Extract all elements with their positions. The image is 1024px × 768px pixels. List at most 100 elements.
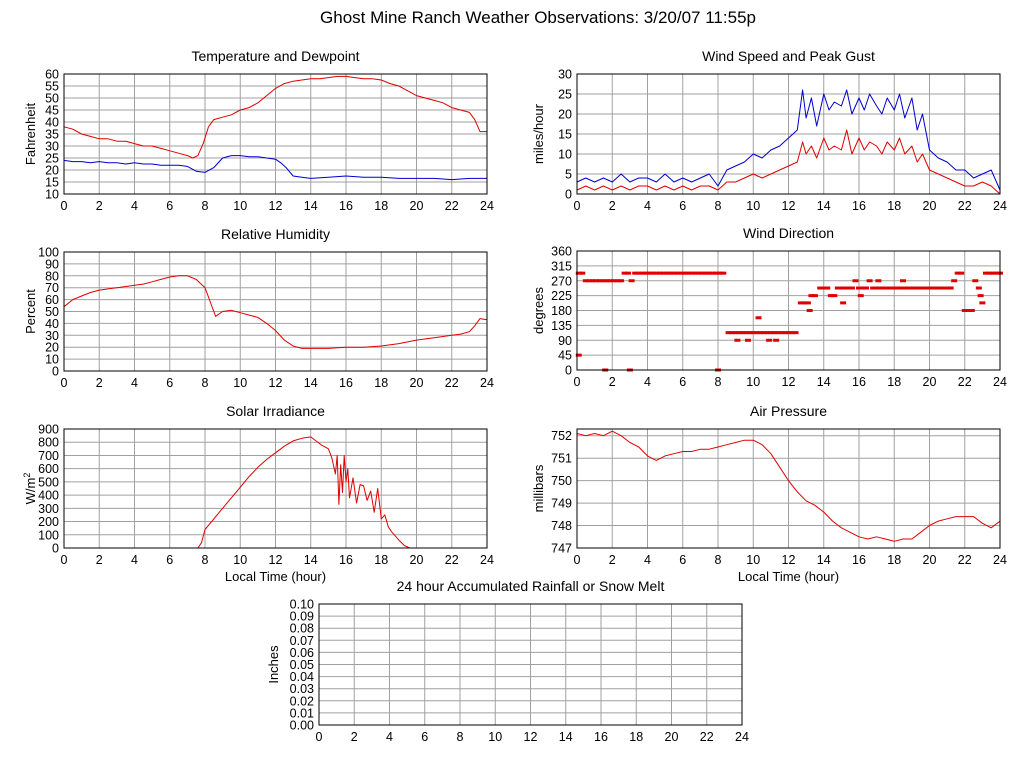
x-tick-label: 10 xyxy=(233,376,247,390)
y-tick-label: 90 xyxy=(45,257,59,271)
chart-title: Wind Direction xyxy=(743,225,834,241)
direction-point xyxy=(965,309,972,312)
rainfall-chart: 24 hour Accumulated Rainfall or Snow Mel… xyxy=(256,574,768,764)
y-tick-label: 100 xyxy=(38,528,59,542)
y-tick-label: 70 xyxy=(45,281,59,295)
y-tick-label: 900 xyxy=(38,423,59,437)
y-tick-label: 45 xyxy=(45,104,59,118)
y-tick-label: 45 xyxy=(558,349,572,363)
page-title: Ghost Mine Ranch Weather Observations: 3… xyxy=(320,8,756,27)
direction-point xyxy=(709,271,716,275)
x-tick-label: 2 xyxy=(609,375,616,389)
x-tick-label: 2 xyxy=(609,199,616,213)
direction-point xyxy=(635,271,642,275)
direction-point xyxy=(961,309,968,312)
direction-point xyxy=(734,338,741,342)
direction-point xyxy=(804,301,811,305)
y-tick-label: 40 xyxy=(45,317,59,331)
x-axis-label: Local Time (hour) xyxy=(738,569,839,584)
y-tick-label: 315 xyxy=(551,259,572,273)
humidity-chart: Relative Humidity 0 10 20 30 40 50 60 70 80 90 100 0… xyxy=(0,218,510,398)
direction-point xyxy=(579,271,586,275)
direction-point xyxy=(811,294,818,298)
plot-frame xyxy=(576,428,1001,549)
humidity-svg: Relative Humidity01020304050607080901000… xyxy=(23,226,494,390)
x-tick-label: 10 xyxy=(746,553,760,567)
y-tick-label: 55 xyxy=(45,80,59,94)
y-tick-label: 20 xyxy=(45,341,59,355)
y-tick-label: 750 xyxy=(551,474,572,488)
direction-point xyxy=(706,271,713,275)
x-tick-label: 4 xyxy=(131,553,138,567)
y-tick-label: 5 xyxy=(565,168,572,182)
direction-point xyxy=(760,331,767,335)
x-tick-label: 14 xyxy=(304,376,318,390)
direction-point xyxy=(951,279,958,283)
x-tick-label: 24 xyxy=(993,375,1007,389)
direction-point xyxy=(944,286,951,290)
x-tick-label: 24 xyxy=(993,199,1007,213)
direction-point xyxy=(937,286,944,290)
x-tick-label: 22 xyxy=(700,730,714,744)
x-tick-label: 12 xyxy=(269,199,283,213)
direction-point xyxy=(614,279,621,283)
y-tick-label: 135 xyxy=(551,319,572,333)
chart-title: Air Pressure xyxy=(750,403,827,419)
direction-point xyxy=(781,331,788,335)
direction-point xyxy=(972,279,979,283)
x-tick-label: 16 xyxy=(339,553,353,567)
direction-point xyxy=(857,294,864,298)
direction-point xyxy=(827,294,834,298)
x-tick-label: 16 xyxy=(852,375,866,389)
x-tick-label: 24 xyxy=(480,553,494,567)
direction-point xyxy=(656,271,663,275)
direction-point xyxy=(667,271,674,275)
y-axis-label: Inches xyxy=(266,645,281,684)
y-tick-label: 0.03 xyxy=(290,682,314,696)
direction-point xyxy=(852,279,859,283)
y-tick-label: 100 xyxy=(38,246,59,260)
x-tick-label: 18 xyxy=(374,553,388,567)
grid xyxy=(576,250,1001,371)
direction-point xyxy=(746,331,753,335)
series-line-0 xyxy=(63,75,487,159)
x-tick-label: 22 xyxy=(958,199,972,213)
direction-point xyxy=(596,279,603,283)
y-tick-label: 180 xyxy=(551,304,572,318)
direction-point xyxy=(685,271,692,275)
x-tick-label: 10 xyxy=(233,199,247,213)
grid xyxy=(576,73,1001,195)
x-tick-label: 10 xyxy=(488,730,502,744)
x-tick-label: 24 xyxy=(480,376,494,390)
x-tick-label: 24 xyxy=(480,199,494,213)
x-tick-label: 4 xyxy=(644,375,651,389)
x-tick-label: 8 xyxy=(715,199,722,213)
direction-point xyxy=(607,279,614,283)
x-tick-label: 8 xyxy=(715,375,722,389)
wind-speed-chart: Wind Speed and Peak Gust 0 5 10 15 20 25 30 0 2 4 6… xyxy=(512,40,1024,220)
direction-point xyxy=(915,286,922,290)
direction-point xyxy=(968,309,975,312)
y-tick-label: 0 xyxy=(565,364,572,378)
y-tick-label: 0.09 xyxy=(290,610,314,624)
direction-point xyxy=(778,331,785,335)
x-tick-label: 12 xyxy=(782,553,796,567)
direction-point xyxy=(720,271,727,275)
x-tick-label: 8 xyxy=(202,553,209,567)
direction-point xyxy=(729,331,736,335)
direction-point xyxy=(841,286,848,290)
y-tick-label: 0.06 xyxy=(290,646,314,660)
direction-point xyxy=(732,331,739,335)
direction-point xyxy=(593,279,600,283)
x-tick-label: 2 xyxy=(351,730,358,744)
direction-point xyxy=(663,271,670,275)
chart-title: Temperature and Dewpoint xyxy=(191,48,359,64)
x-tick-label: 6 xyxy=(679,375,686,389)
y-tick-label: 60 xyxy=(45,293,59,307)
y-tick-label: 747 xyxy=(551,542,572,556)
x-tick-label: 12 xyxy=(782,199,796,213)
direction-point xyxy=(912,286,919,290)
y-tick-label: 10 xyxy=(45,188,59,202)
series-line-1 xyxy=(63,155,487,181)
direction-point xyxy=(894,286,901,290)
